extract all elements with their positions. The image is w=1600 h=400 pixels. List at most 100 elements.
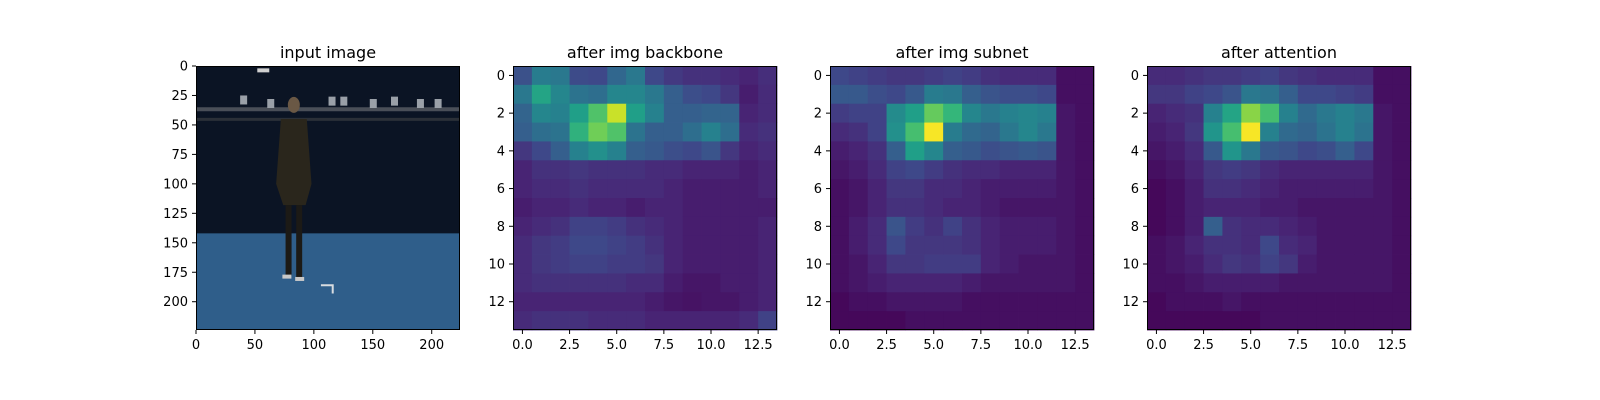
heatmap-cell [1222, 273, 1242, 293]
panel-1: input image 0 50 100 150 200 0 25 50 75 100 125 150 1… [163, 43, 460, 353]
heatmap-cell [1241, 198, 1261, 218]
person-leg [285, 205, 292, 276]
input-photo [196, 66, 460, 330]
heatmap-cell [886, 292, 906, 312]
heatmap-cell [830, 216, 850, 237]
heatmap-cell [1354, 103, 1374, 123]
heatmap-cell [1184, 84, 1204, 105]
panel-title: input image [280, 43, 376, 62]
heatmap-cell [569, 273, 589, 293]
heatmap-cell [1392, 84, 1412, 105]
x-tick-label: 12.5 [1378, 338, 1407, 353]
heatmap-cell [682, 122, 702, 142]
heatmap-cell [1147, 216, 1167, 237]
heatmap-cell [1373, 198, 1393, 218]
heatmap-cell [588, 141, 608, 161]
heatmap-cell [848, 179, 869, 199]
heatmap-cell [1392, 141, 1412, 161]
heatmap-cell [701, 122, 721, 142]
heatmap-cell [1354, 84, 1374, 105]
heatmap-cell [1222, 84, 1242, 105]
heatmap-cell [1037, 216, 1057, 237]
panel-2: after img backbone 0.0 2.5 5.0 7.5 10.0 12.5 0 2… [488, 43, 778, 353]
floor-marker [320, 284, 334, 294]
heatmap-cell [905, 198, 925, 218]
heatmap-cell [1354, 141, 1374, 161]
heatmap-cell [1373, 216, 1393, 237]
heatmap-cell [1335, 254, 1355, 274]
heatmap-cell [1354, 66, 1374, 86]
y-tick-label: 6 [1131, 182, 1139, 197]
heatmap-cell [1279, 254, 1299, 274]
heatmap-cell [513, 141, 533, 161]
heatmap-cell [663, 254, 684, 274]
heatmap-cell [569, 235, 589, 255]
heatmap-cell [1056, 84, 1076, 105]
heatmap-cell [607, 141, 627, 161]
heatmap-cell [1037, 254, 1057, 274]
heatmap-cell [1222, 179, 1242, 199]
heatmap-cell [588, 273, 608, 293]
x-tick-label: 7.5 [971, 338, 992, 353]
panel-3: after img subnet 0.0 2.5 5.0 7.5 10.0 12.5 0 2 4 6… [805, 43, 1095, 353]
heatmap-cell [513, 84, 533, 105]
truss-bar [196, 107, 460, 112]
heatmap-cell [1335, 160, 1355, 180]
heatmap-cell [513, 198, 533, 218]
heatmap-cell [905, 216, 925, 237]
heatmap-cell [607, 273, 627, 293]
heatmap-cell [1335, 198, 1355, 218]
heatmap-cell [905, 235, 925, 255]
heatmap-cell [1184, 179, 1204, 199]
heatmap-cell [513, 160, 533, 180]
heatmap-cell [1373, 141, 1393, 161]
heatmap-cell [1373, 273, 1393, 293]
heatmap-cell [1335, 273, 1355, 293]
heatmap-cell [513, 254, 533, 274]
heatmap-cell [682, 273, 702, 293]
heatmap-cell [607, 292, 627, 312]
heatmap-cell [645, 311, 665, 331]
heatmap-cell [943, 292, 963, 312]
heatmap-cell [962, 216, 982, 237]
heatmap-cell [550, 292, 570, 312]
y-tick-label: 8 [814, 220, 822, 235]
heatmap-cell [758, 179, 778, 199]
heatmap-cell [1222, 122, 1242, 142]
heatmap-cell [867, 103, 887, 123]
heatmap-cell [1373, 179, 1393, 199]
heatmap-cell [886, 235, 906, 255]
heatmap-cell [663, 273, 684, 293]
heatmap-cell [513, 66, 533, 86]
heatmap-cell [962, 122, 982, 142]
heatmap-cell [924, 254, 944, 274]
heatmap-cell [1335, 179, 1355, 199]
heatmap-cell [830, 66, 850, 86]
heatmap-cell [1184, 141, 1204, 161]
heatmap-cell [739, 141, 759, 161]
heatmap-cell [607, 254, 627, 274]
heatmap-cell [513, 179, 533, 199]
heatmap-cell [682, 292, 702, 312]
heatmap-cell [867, 235, 887, 255]
heatmap-cell [1165, 179, 1186, 199]
heatmap-cell [531, 66, 552, 86]
mocap-camera [434, 99, 442, 108]
heatmap-cell [1279, 66, 1299, 86]
y-tick-label: 4 [1131, 144, 1139, 159]
heatmap-cell [867, 84, 887, 105]
heatmap-cell [1165, 273, 1186, 293]
heatmap-cell [531, 235, 552, 255]
heatmap-cell [1018, 66, 1038, 86]
heatmap-cell [720, 66, 740, 86]
heatmap-cell [905, 179, 925, 199]
heatmap-cell [1260, 141, 1280, 161]
heatmap-cell [848, 254, 869, 274]
heatmap-cell [701, 311, 721, 331]
heatmap-cell [682, 103, 702, 123]
heatmap-cell [1037, 198, 1057, 218]
heatmap-cell [1241, 160, 1261, 180]
x-tick-label: 200 [419, 338, 444, 353]
heatmap-cell [531, 160, 552, 180]
heatmap-cell [1018, 311, 1038, 331]
